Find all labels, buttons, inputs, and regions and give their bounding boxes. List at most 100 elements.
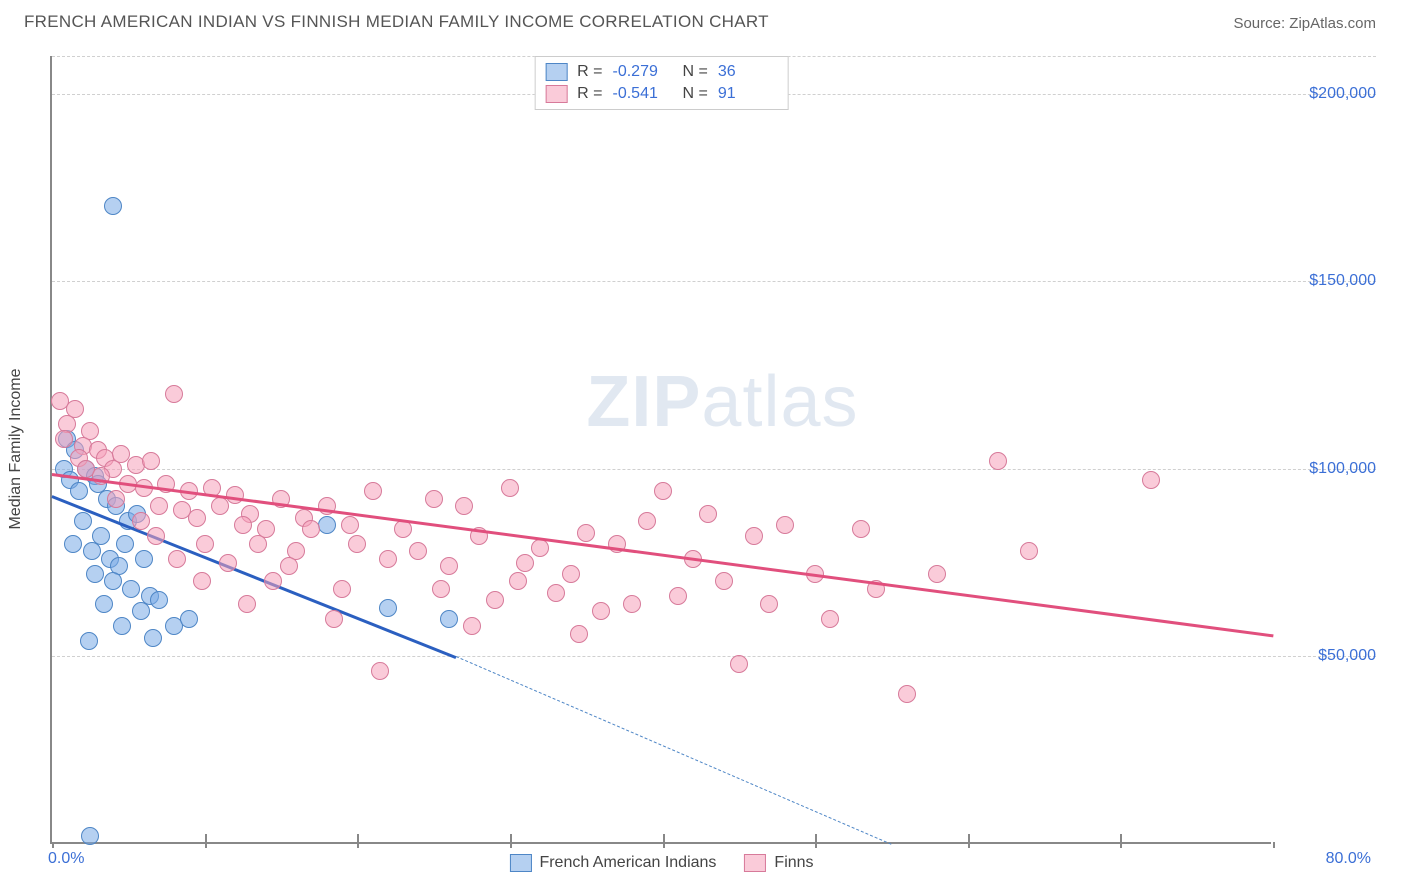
data-point: [570, 625, 588, 643]
data-point: [193, 572, 211, 590]
data-point: [562, 565, 580, 583]
gridline-h: [52, 281, 1376, 282]
data-point: [113, 617, 131, 635]
data-point: [142, 452, 160, 470]
gridline-h: [52, 656, 1376, 657]
data-point: [122, 580, 140, 598]
data-point: [501, 479, 519, 497]
data-point: [325, 610, 343, 628]
yaxis-tick-label: $100,000: [1276, 460, 1376, 478]
data-point: [371, 662, 389, 680]
stat-R-value: -0.541: [613, 85, 673, 103]
data-point: [623, 595, 641, 613]
data-point: [150, 497, 168, 515]
legend-swatch: [744, 854, 766, 872]
data-point: [302, 520, 320, 538]
data-point: [638, 512, 656, 530]
data-point: [715, 572, 733, 590]
data-point: [592, 602, 610, 620]
data-point: [760, 595, 778, 613]
data-point: [425, 490, 443, 508]
data-point: [135, 550, 153, 568]
data-point: [83, 542, 101, 560]
data-point: [730, 655, 748, 673]
stat-R-label: R =: [577, 85, 602, 103]
xaxis-max: 80.0%: [1326, 850, 1371, 868]
data-point: [455, 497, 473, 515]
legend-swatch: [545, 85, 567, 103]
data-point: [107, 490, 125, 508]
data-point: [144, 629, 162, 647]
source-label: Source: ZipAtlas.com: [1233, 15, 1376, 32]
data-point: [898, 685, 916, 703]
data-point: [188, 509, 206, 527]
data-point: [928, 565, 946, 583]
data-point: [531, 539, 549, 557]
data-point: [80, 632, 98, 650]
data-point: [821, 610, 839, 628]
series-legend: French American Indians Finns: [509, 854, 813, 872]
yaxis-title: Median Family Income: [7, 369, 25, 530]
data-point: [577, 524, 595, 542]
data-point: [74, 512, 92, 530]
legend-item: French American Indians: [509, 854, 716, 872]
data-point: [440, 557, 458, 575]
data-point: [104, 572, 122, 590]
legend-item: Finns: [744, 854, 813, 872]
stat-R-value: -0.279: [613, 63, 673, 81]
stats-legend: R =-0.279N =36R =-0.541N =91: [534, 56, 789, 110]
data-point: [333, 580, 351, 598]
trendline-extrapolated: [456, 656, 891, 845]
data-point: [211, 497, 229, 515]
gridline-h: [52, 469, 1376, 470]
data-point: [150, 591, 168, 609]
data-point: [432, 580, 450, 598]
data-point: [509, 572, 527, 590]
data-point: [132, 512, 150, 530]
data-point: [147, 527, 165, 545]
data-point: [486, 591, 504, 609]
data-point: [745, 527, 763, 545]
yaxis-tick-label: $50,000: [1276, 647, 1376, 665]
data-point: [379, 550, 397, 568]
correlation-chart: Median Family Income ZIPatlas $50,000$10…: [50, 56, 1271, 844]
data-point: [852, 520, 870, 538]
data-point: [318, 516, 336, 534]
data-point: [440, 610, 458, 628]
data-point: [280, 557, 298, 575]
data-point: [409, 542, 427, 560]
data-point: [81, 827, 99, 845]
stat-N-label: N =: [683, 85, 708, 103]
data-point: [699, 505, 717, 523]
chart-title: FRENCH AMERICAN INDIAN VS FINNISH MEDIAN…: [24, 12, 769, 32]
data-point: [234, 516, 252, 534]
stats-legend-row: R =-0.279N =36: [545, 61, 778, 83]
data-point: [132, 602, 150, 620]
data-point: [168, 550, 186, 568]
data-point: [226, 486, 244, 504]
data-point: [196, 535, 214, 553]
data-point: [379, 599, 397, 617]
data-point: [116, 535, 134, 553]
data-point: [165, 385, 183, 403]
data-point: [463, 617, 481, 635]
stats-legend-row: R =-0.541N =91: [545, 83, 778, 105]
data-point: [180, 610, 198, 628]
data-point: [341, 516, 359, 534]
data-point: [55, 430, 73, 448]
data-point: [249, 535, 267, 553]
legend-label: Finns: [774, 854, 813, 872]
yaxis-tick-label: $200,000: [1276, 85, 1376, 103]
stat-N-label: N =: [683, 63, 708, 81]
data-point: [669, 587, 687, 605]
data-point: [238, 595, 256, 613]
data-point: [95, 595, 113, 613]
data-point: [70, 482, 88, 500]
xaxis-tick: [1273, 842, 1275, 848]
data-point: [86, 565, 104, 583]
data-point: [654, 482, 672, 500]
data-point: [1142, 471, 1160, 489]
data-point: [1020, 542, 1038, 560]
yaxis-tick-label: $150,000: [1276, 272, 1376, 290]
data-point: [989, 452, 1007, 470]
